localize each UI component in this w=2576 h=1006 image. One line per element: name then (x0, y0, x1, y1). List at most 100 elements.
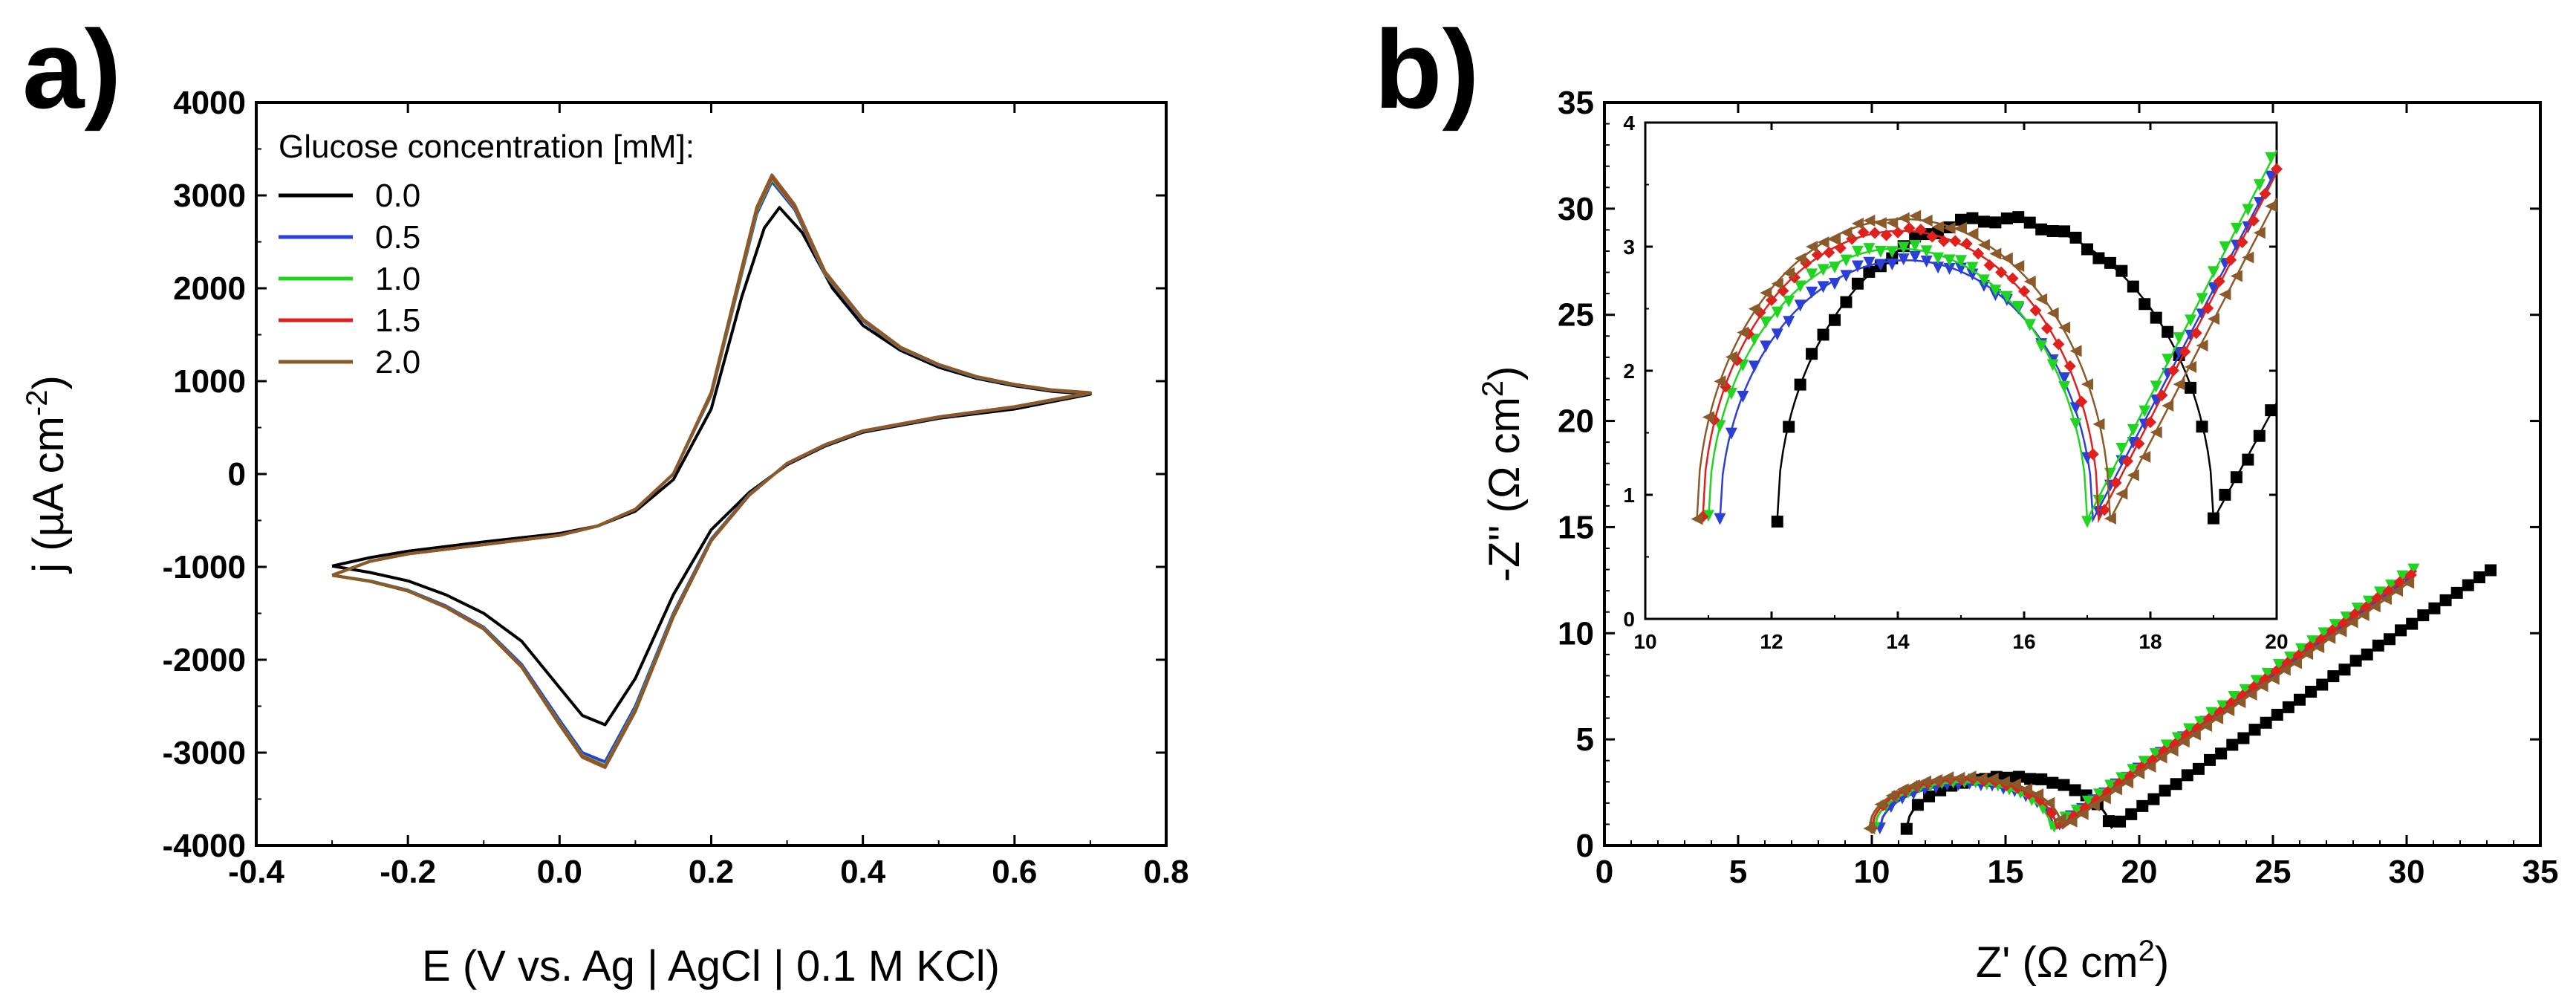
eis-point-0.0 (1923, 790, 1936, 802)
eis-point-0.0 (2361, 648, 2373, 661)
inset-point-1.5 (2040, 322, 2053, 335)
panel-a-ytick-label: -4000 (162, 828, 246, 864)
panel-b-ytick-label: 0 (1576, 828, 1594, 864)
eis-point-2.0 (2043, 796, 2055, 809)
inset-point-0.0 (2023, 216, 2036, 229)
eis-point-2.0 (1964, 770, 1977, 783)
inset-point-0.5 (1886, 258, 1899, 270)
inset-point-2.0 (2058, 321, 2071, 334)
inset-point-2.0 (2219, 288, 2231, 301)
inset-point-1.5 (1834, 241, 1847, 254)
inset-point-1.5 (1880, 229, 1893, 241)
panel-b-ylabel-end: ) (1480, 366, 1529, 380)
inset-point-1.0 (2265, 152, 2277, 164)
inset-ytick-label: 4 (1623, 111, 1635, 134)
panel-b-ytick-label: 20 (1558, 403, 1594, 440)
inset-point-2.0 (2092, 418, 2105, 430)
inset-point-0.0 (1863, 265, 1876, 278)
panel-a-legend: Glucose concentration [mM]: 0.0 0.5 1.0 1.5… (279, 129, 695, 380)
inset-point-1.0 (2185, 314, 2197, 327)
panel-a-ylabel: j (µA cm-2) (21, 375, 73, 574)
inset-ytick-label: 0 (1623, 608, 1635, 631)
panel-b-xtick-label: 10 (1854, 854, 1890, 890)
inset-point-2.0 (1955, 221, 1967, 234)
inset-point-1.5 (1960, 237, 1973, 250)
inset-point-1.5 (2225, 253, 2237, 266)
eis-point-2.0 (2144, 760, 2156, 773)
inset-ytick-label: 2 (1623, 360, 1635, 383)
inset-point-0.5 (1748, 360, 1760, 373)
legend-label-0.0: 0.0 (375, 178, 420, 214)
inset-point-2.0 (2115, 487, 2128, 500)
inset-point-1.5 (1926, 230, 1939, 243)
inset-point-2.0 (2023, 275, 2036, 288)
legend-label-0.5: 0.5 (375, 219, 420, 256)
eis-point-0.0 (2192, 762, 2205, 775)
eis-point-2.0 (2267, 672, 2280, 685)
inset-xtick-label: 10 (1633, 630, 1656, 653)
inset-point-2.0 (1714, 375, 1726, 388)
inset-point-0.5 (1840, 270, 1853, 282)
eis-point-1.0 (2295, 643, 2308, 655)
eis-point-0.0 (2417, 609, 2430, 622)
inset-point-1.0 (1783, 295, 1795, 308)
panel-a-ytick-label: 4000 (173, 85, 246, 121)
inset-point-1.5 (1949, 235, 1962, 247)
inset-point-0.0 (1794, 378, 1806, 391)
eis-point-0.0 (2159, 785, 2171, 797)
inset-point-1.5 (1892, 226, 1904, 238)
inset-point-1.5 (1937, 235, 1950, 247)
eis-point-2.0 (2368, 600, 2381, 613)
inset-point-2.0 (2012, 260, 2025, 273)
panel-b-ylabel-main: -Z'' (Ω cm (1480, 397, 1529, 582)
eis-point-1.0 (2228, 690, 2240, 703)
inset-point-1.5 (2190, 327, 2202, 340)
panel-a-ylabel-sup: -2 (21, 390, 53, 417)
inset-point-1.0 (1886, 246, 1899, 259)
eis-point-1.0 (2194, 716, 2207, 729)
eis-point-2.0 (1885, 789, 1898, 802)
inset-xtick-label: 18 (2138, 630, 2162, 653)
inset-point-2.0 (1966, 227, 1979, 240)
eis-point-1.0 (2250, 675, 2263, 687)
eis-point-1.0 (2306, 635, 2319, 648)
inset-data (1691, 149, 2283, 528)
eis-point-2.0 (2357, 609, 2370, 621)
inset-point-2.0 (1932, 221, 1945, 233)
inset-point-1.0 (1829, 262, 1841, 274)
inset-point-2.0 (2035, 293, 2048, 305)
inset-point-2.0 (1702, 411, 1714, 424)
eis-point-2.0 (2245, 688, 2257, 701)
inset-point-0.0 (1840, 296, 1853, 308)
eis-point-1.0 (2104, 779, 2117, 792)
eis-point-2.0 (2391, 585, 2404, 597)
inset-point-0.0 (2104, 256, 2116, 269)
inset-point-0.0 (2150, 311, 2162, 324)
inset-point-2.0 (2185, 360, 2197, 373)
eis-point-2.0 (2098, 792, 2111, 805)
inset-point-1.0 (2219, 241, 2231, 253)
inset-point-0.5 (1863, 256, 1876, 269)
inset-point-0.5 (1783, 316, 1795, 328)
eis-point-2.0 (2222, 704, 2235, 716)
inset-point-1.5 (2098, 504, 2111, 516)
eis-point-1.0 (2272, 659, 2285, 672)
inset-point-1.5 (2271, 163, 2283, 175)
eis-point-1.0 (2396, 570, 2409, 582)
inset-xtick-label: 14 (1886, 630, 1910, 653)
inset-point-2.0 (2000, 252, 2013, 265)
inset-point-1.0 (1909, 240, 1922, 253)
eis-point-0.0 (2181, 769, 2193, 782)
eis-point-0.0 (2439, 594, 2452, 606)
panel-b-xtick-label: 20 (2121, 854, 2158, 890)
inset-point-2.0 (1829, 233, 1841, 246)
legend-label-1.5: 1.5 (375, 302, 420, 339)
eis-point-2.0 (2323, 632, 2336, 644)
eis-point-2.0 (1919, 775, 1931, 788)
panel-a-ticks: -0.4 -0.2 0.0 0.2 0.4 0.6 0.8 -4000 -3000 -2000 -1… (162, 85, 1188, 890)
inset-point-2.0 (2196, 340, 2208, 352)
inset-point-1.0 (1806, 268, 1818, 281)
inset-point-2.0 (2173, 378, 2185, 391)
inset-point-1.0 (2000, 291, 2013, 303)
